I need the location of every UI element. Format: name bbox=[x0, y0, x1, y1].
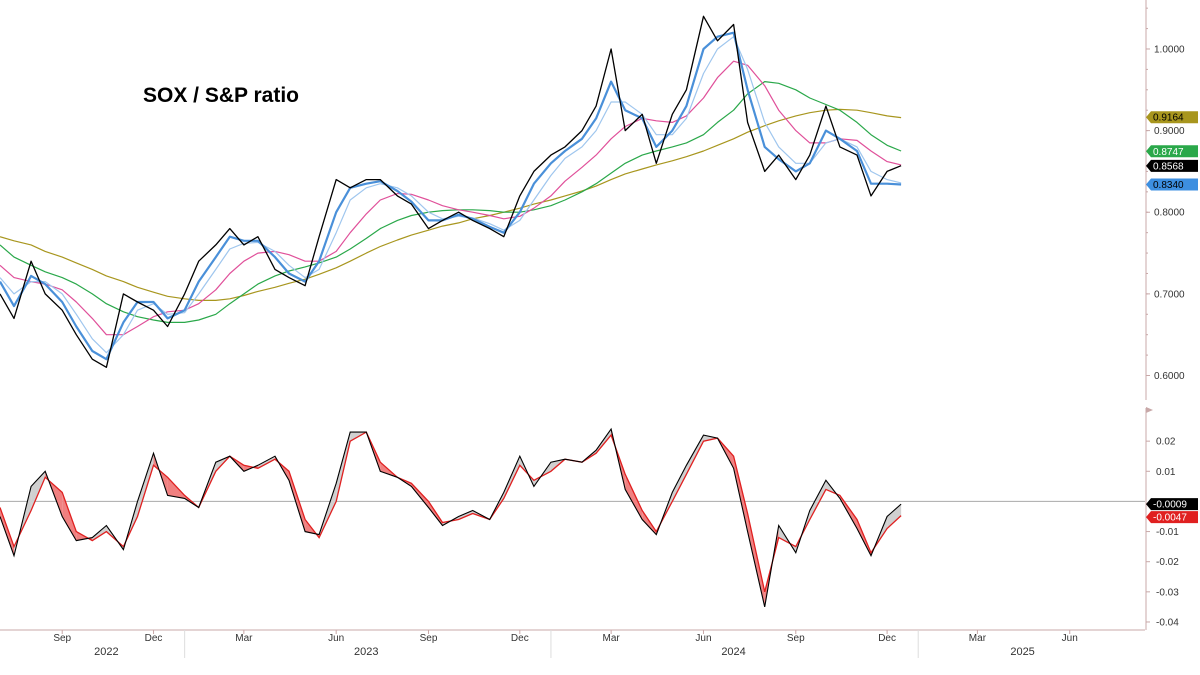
value-tag-label: -0.0009 bbox=[1153, 500, 1187, 511]
value-tag-label: -0.0047 bbox=[1153, 513, 1187, 524]
oscillator-fill-segment bbox=[257, 456, 275, 469]
top-y-tick-label: 0.8000 bbox=[1154, 208, 1185, 219]
x-tick-label: Jun bbox=[1062, 633, 1078, 644]
top-value-tag: 0.8568 bbox=[1146, 159, 1198, 172]
series-line-ratio bbox=[0, 15, 902, 368]
value-tags: 0.9164 0.8747 0.8568 0.8340 -0.0009 -0.0047 bbox=[1146, 111, 1198, 524]
x-tick-label: Mar bbox=[235, 633, 253, 644]
oscillator-fill-segment bbox=[733, 456, 748, 532]
bottom-y-tick-label: 0.01 bbox=[1156, 467, 1176, 478]
ratio-panel bbox=[0, 15, 902, 368]
x-tick-label: Sep bbox=[787, 633, 805, 644]
axis-separator-marker bbox=[1146, 407, 1153, 413]
value-tag-label: 0.8340 bbox=[1153, 180, 1184, 191]
oscillator-panel bbox=[0, 427, 1145, 608]
value-tag-label: 0.8747 bbox=[1153, 147, 1184, 158]
oscillator-fill-segment bbox=[0, 507, 15, 556]
top-y-tick-label: 1.0000 bbox=[1154, 44, 1185, 55]
x-year-label: 2022 bbox=[94, 646, 118, 658]
bottom-y-tick-label: 0.02 bbox=[1156, 437, 1176, 448]
x-tick-label: Sep bbox=[420, 633, 438, 644]
oscillator-fill-segment bbox=[243, 465, 258, 472]
top-value-tag: 0.8747 bbox=[1146, 145, 1198, 158]
value-tag-bg bbox=[1146, 145, 1198, 158]
oscillator-fill-segment bbox=[137, 453, 154, 517]
value-tag-label: 0.8568 bbox=[1153, 161, 1184, 172]
series-line-osc-black bbox=[0, 427, 902, 608]
chart-title: SOX / S&P ratio bbox=[143, 84, 299, 107]
oscillator-fill-segment bbox=[887, 504, 902, 529]
oscillator-fill-segment bbox=[625, 474, 643, 520]
value-tag-label: 0.9164 bbox=[1153, 113, 1184, 124]
value-tag-bg bbox=[1146, 111, 1198, 124]
top-value-tag: 0.9164 bbox=[1146, 111, 1198, 124]
x-tick-label: Jun bbox=[328, 633, 344, 644]
oscillator-fill-segment bbox=[289, 471, 306, 532]
oscillator-fill-segment bbox=[62, 492, 77, 541]
value-tag-bg bbox=[1146, 498, 1198, 511]
x-tick-label: Jun bbox=[695, 633, 711, 644]
bottom-y-tick-label: -0.01 bbox=[1156, 527, 1179, 538]
x-tick-label: Dec bbox=[511, 633, 529, 644]
bottom-y-tick-label: -0.04 bbox=[1156, 617, 1179, 628]
x-tick-label: Sep bbox=[53, 633, 71, 644]
oscillator-fill-segment bbox=[686, 435, 704, 475]
bottom-value-tag: -0.0047 bbox=[1146, 511, 1198, 524]
x-year-label: 2025 bbox=[1010, 646, 1034, 658]
series-line-ma_slow bbox=[0, 81, 902, 323]
oscillator-fill-segment bbox=[458, 510, 473, 520]
oscillator-fill-segment bbox=[92, 525, 107, 541]
top-value-tag: 0.8340 bbox=[1146, 178, 1198, 191]
top-y-tick-label: 0.7000 bbox=[1154, 289, 1185, 300]
axes: 0.6000 0.7000 0.8000 0.9000 1.0000 0.02 0.01 -0… bbox=[0, 0, 1185, 658]
top-y-tick-label: 0.6000 bbox=[1154, 371, 1185, 382]
value-tag-bg bbox=[1146, 178, 1198, 191]
oscillator-fill-segment bbox=[703, 435, 718, 442]
value-tag-bg bbox=[1146, 511, 1198, 524]
bottom-y-tick-label: -0.02 bbox=[1156, 557, 1179, 568]
x-year-label: 2023 bbox=[354, 646, 378, 658]
x-tick-label: Dec bbox=[878, 633, 896, 644]
x-tick-label: Dec bbox=[145, 633, 163, 644]
bottom-y-tick-label: -0.03 bbox=[1156, 587, 1179, 598]
oscillator-fill-segment bbox=[672, 465, 687, 502]
series-line-ma_mid bbox=[0, 60, 902, 336]
value-tag-bg bbox=[1146, 159, 1198, 172]
oscillator-fill-segment bbox=[809, 480, 826, 520]
top-y-tick-label: 0.9000 bbox=[1154, 126, 1185, 137]
bottom-value-tag: -0.0009 bbox=[1146, 498, 1198, 511]
x-tick-label: Mar bbox=[603, 633, 621, 644]
series-line-ma_fast bbox=[0, 31, 902, 361]
oscillator-fill-segment bbox=[747, 513, 765, 607]
x-tick-label: Mar bbox=[969, 633, 987, 644]
x-year-label: 2024 bbox=[721, 646, 745, 658]
oscillator-fill-segment bbox=[503, 456, 520, 499]
